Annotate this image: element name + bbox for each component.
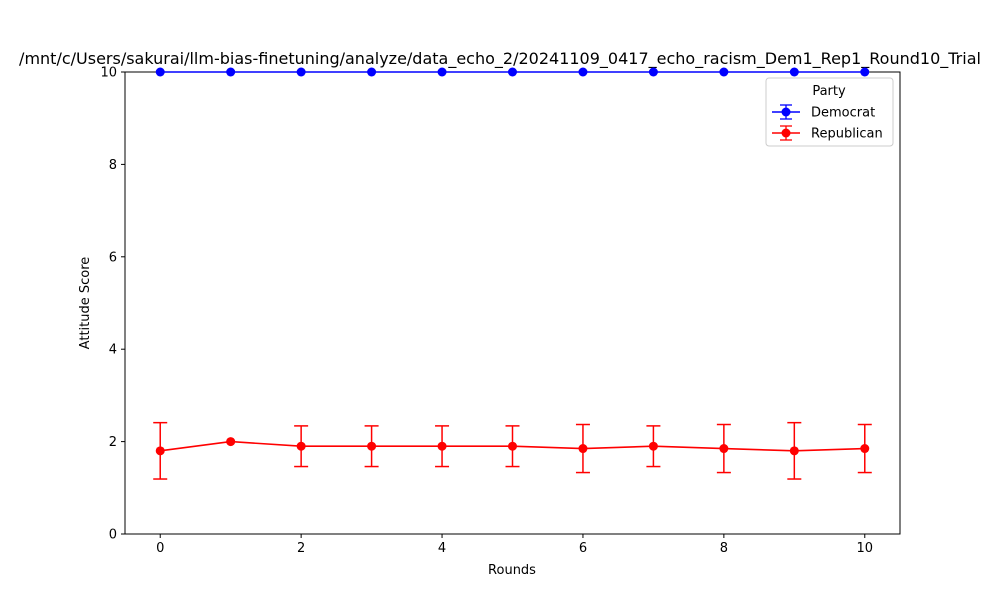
republican-point [508,441,517,451]
legend-title: Party [812,84,846,99]
legend-marker-republican [781,128,791,138]
democrat-point [155,67,165,77]
republican-point [648,441,658,451]
republican-point [296,441,306,451]
x-axis-ticks: 0 2 4 6 8 10 [156,534,873,556]
y-tick-label: 10 [100,66,117,81]
republican-point [437,441,447,451]
democrat-point [296,67,306,77]
chart-title: /mnt/c/Users/sakurai/llm-bias-finetuning… [19,49,981,69]
x-tick-label: 6 [579,541,587,556]
republican-point [789,446,799,456]
republican-point [578,444,588,454]
legend-label-democrat: Democrat [811,106,875,121]
republican-point [226,437,236,447]
democrat-point [789,67,799,77]
democrat-point [367,67,377,77]
y-axis-ticks: 0 2 4 6 8 10 [100,66,125,543]
series-democrat [155,67,870,77]
x-axis-label: Rounds [488,563,536,578]
series-layer [153,67,872,480]
x-tick-label: 10 [856,541,873,556]
y-tick-label: 4 [109,343,117,358]
legend-box [765,77,894,147]
democrat-point [508,67,517,77]
x-tick-label: 0 [156,541,164,556]
democrat-point [719,67,729,77]
republican-point [719,444,729,454]
democrat-point [648,67,658,77]
democrat-point [437,67,447,77]
x-tick-label: 2 [297,541,305,556]
legend-entry-democrat: Democrat [772,104,875,121]
democrat-point [578,67,588,77]
x-tick-label: 4 [438,541,446,556]
x-tick-label: 8 [720,541,728,556]
y-tick-label: 0 [109,528,117,543]
series-republican [153,421,872,480]
republican-point [367,441,377,451]
republican-point [860,444,870,454]
y-axis-label: Attitude Score [78,257,93,350]
legend-entry-republican: Republican [772,125,883,142]
republican-point [155,446,165,456]
legend-label-republican: Republican [811,127,883,142]
y-tick-label: 2 [109,435,117,450]
y-tick-label: 8 [109,158,117,173]
y-tick-label: 6 [109,250,117,265]
democrat-point [226,67,236,77]
legend: Party Democrat Republican [765,77,894,147]
legend-marker-democrat [781,107,791,117]
democrat-point [860,67,870,77]
